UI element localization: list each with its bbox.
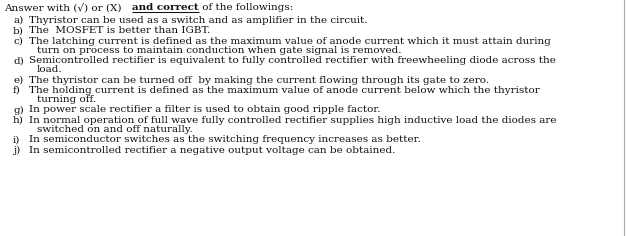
Text: b): b): [13, 26, 24, 35]
Text: i): i): [13, 135, 20, 144]
Text: of the followings:: of the followings:: [199, 3, 293, 12]
Text: The thyristor can be turned off  by making the current flowing through its gate : The thyristor can be turned off by makin…: [29, 76, 489, 84]
Text: j): j): [13, 146, 20, 155]
Text: Thyristor can be used as a switch and as amplifier in the circuit.: Thyristor can be used as a switch and as…: [29, 16, 367, 25]
Text: d): d): [13, 56, 24, 65]
Text: In semicontrolled rectifier a negative output voltage can be obtained.: In semicontrolled rectifier a negative o…: [29, 146, 396, 155]
Text: load.: load.: [37, 65, 63, 74]
Text: The latching current is defined as the maximum value of anode current which it m: The latching current is defined as the m…: [29, 37, 551, 46]
Text: a): a): [13, 16, 23, 25]
Text: In semiconductor switches as the switching frequency increases as better.: In semiconductor switches as the switchi…: [29, 135, 421, 144]
Text: Semicontrolled rectifier is equivalent to fully controlled rectifier with freewh: Semicontrolled rectifier is equivalent t…: [29, 56, 556, 65]
Text: In power scale rectifier a filter is used to obtain good ripple factor.: In power scale rectifier a filter is use…: [29, 105, 381, 114]
Text: Answer with (√) or (X): Answer with (√) or (X): [4, 3, 125, 13]
Text: switched on and off naturally.: switched on and off naturally.: [37, 125, 192, 134]
Text: The holding current is defined as the maximum value of anode current below which: The holding current is defined as the ma…: [29, 86, 540, 95]
Text: f): f): [13, 86, 21, 95]
Text: turning off.: turning off.: [37, 95, 96, 104]
Text: h): h): [13, 116, 24, 125]
Text: turn on process to maintain conduction when gate signal is removed.: turn on process to maintain conduction w…: [37, 46, 401, 55]
Text: c): c): [13, 37, 23, 46]
Text: e): e): [13, 76, 23, 84]
Text: The  MOSFET is better than IGBT.: The MOSFET is better than IGBT.: [29, 26, 210, 35]
Text: In normal operation of full wave fully controlled rectifier supplies high induct: In normal operation of full wave fully c…: [29, 116, 557, 125]
Text: g): g): [13, 105, 24, 114]
Text: and correct: and correct: [131, 3, 198, 12]
